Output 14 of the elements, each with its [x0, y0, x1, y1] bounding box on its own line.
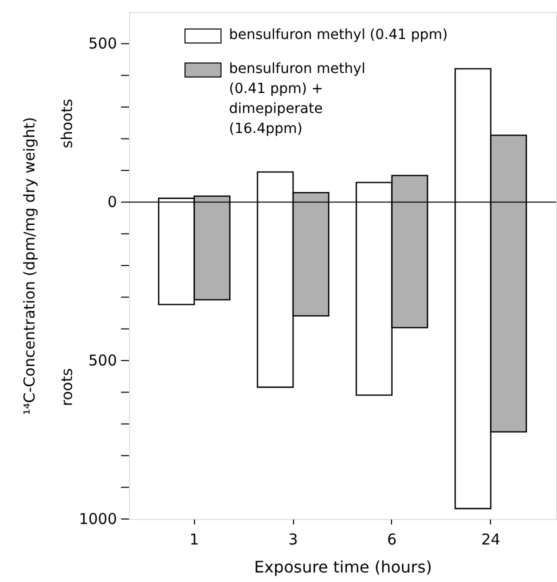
x-axis-title: Exposure time (hours) — [254, 558, 432, 576]
x-tick-label: 1 — [189, 530, 200, 548]
legend-label: bensulfuron methyl (0.41 ppm) + dimepiperate (16.4ppm) — [229, 61, 366, 137]
y-axis-title: ¹⁴C-Concentration (dpm/mg dry weight) — [20, 116, 38, 416]
y-tick-label: 1000 — [78, 510, 117, 528]
y-tick-label: 0 — [107, 193, 117, 212]
x-tick-label: 3 — [288, 530, 298, 548]
text: shoots — [58, 98, 76, 148]
y-tick-label: 500 — [88, 34, 117, 53]
text: roots — [58, 368, 76, 406]
legend-label: bensulfuron methyl (0.41 ppm) — [229, 27, 448, 43]
x-tick-label: 24 — [481, 530, 500, 548]
y-tick-label: 500 — [88, 352, 117, 370]
x-tick-label: 6 — [387, 530, 397, 548]
